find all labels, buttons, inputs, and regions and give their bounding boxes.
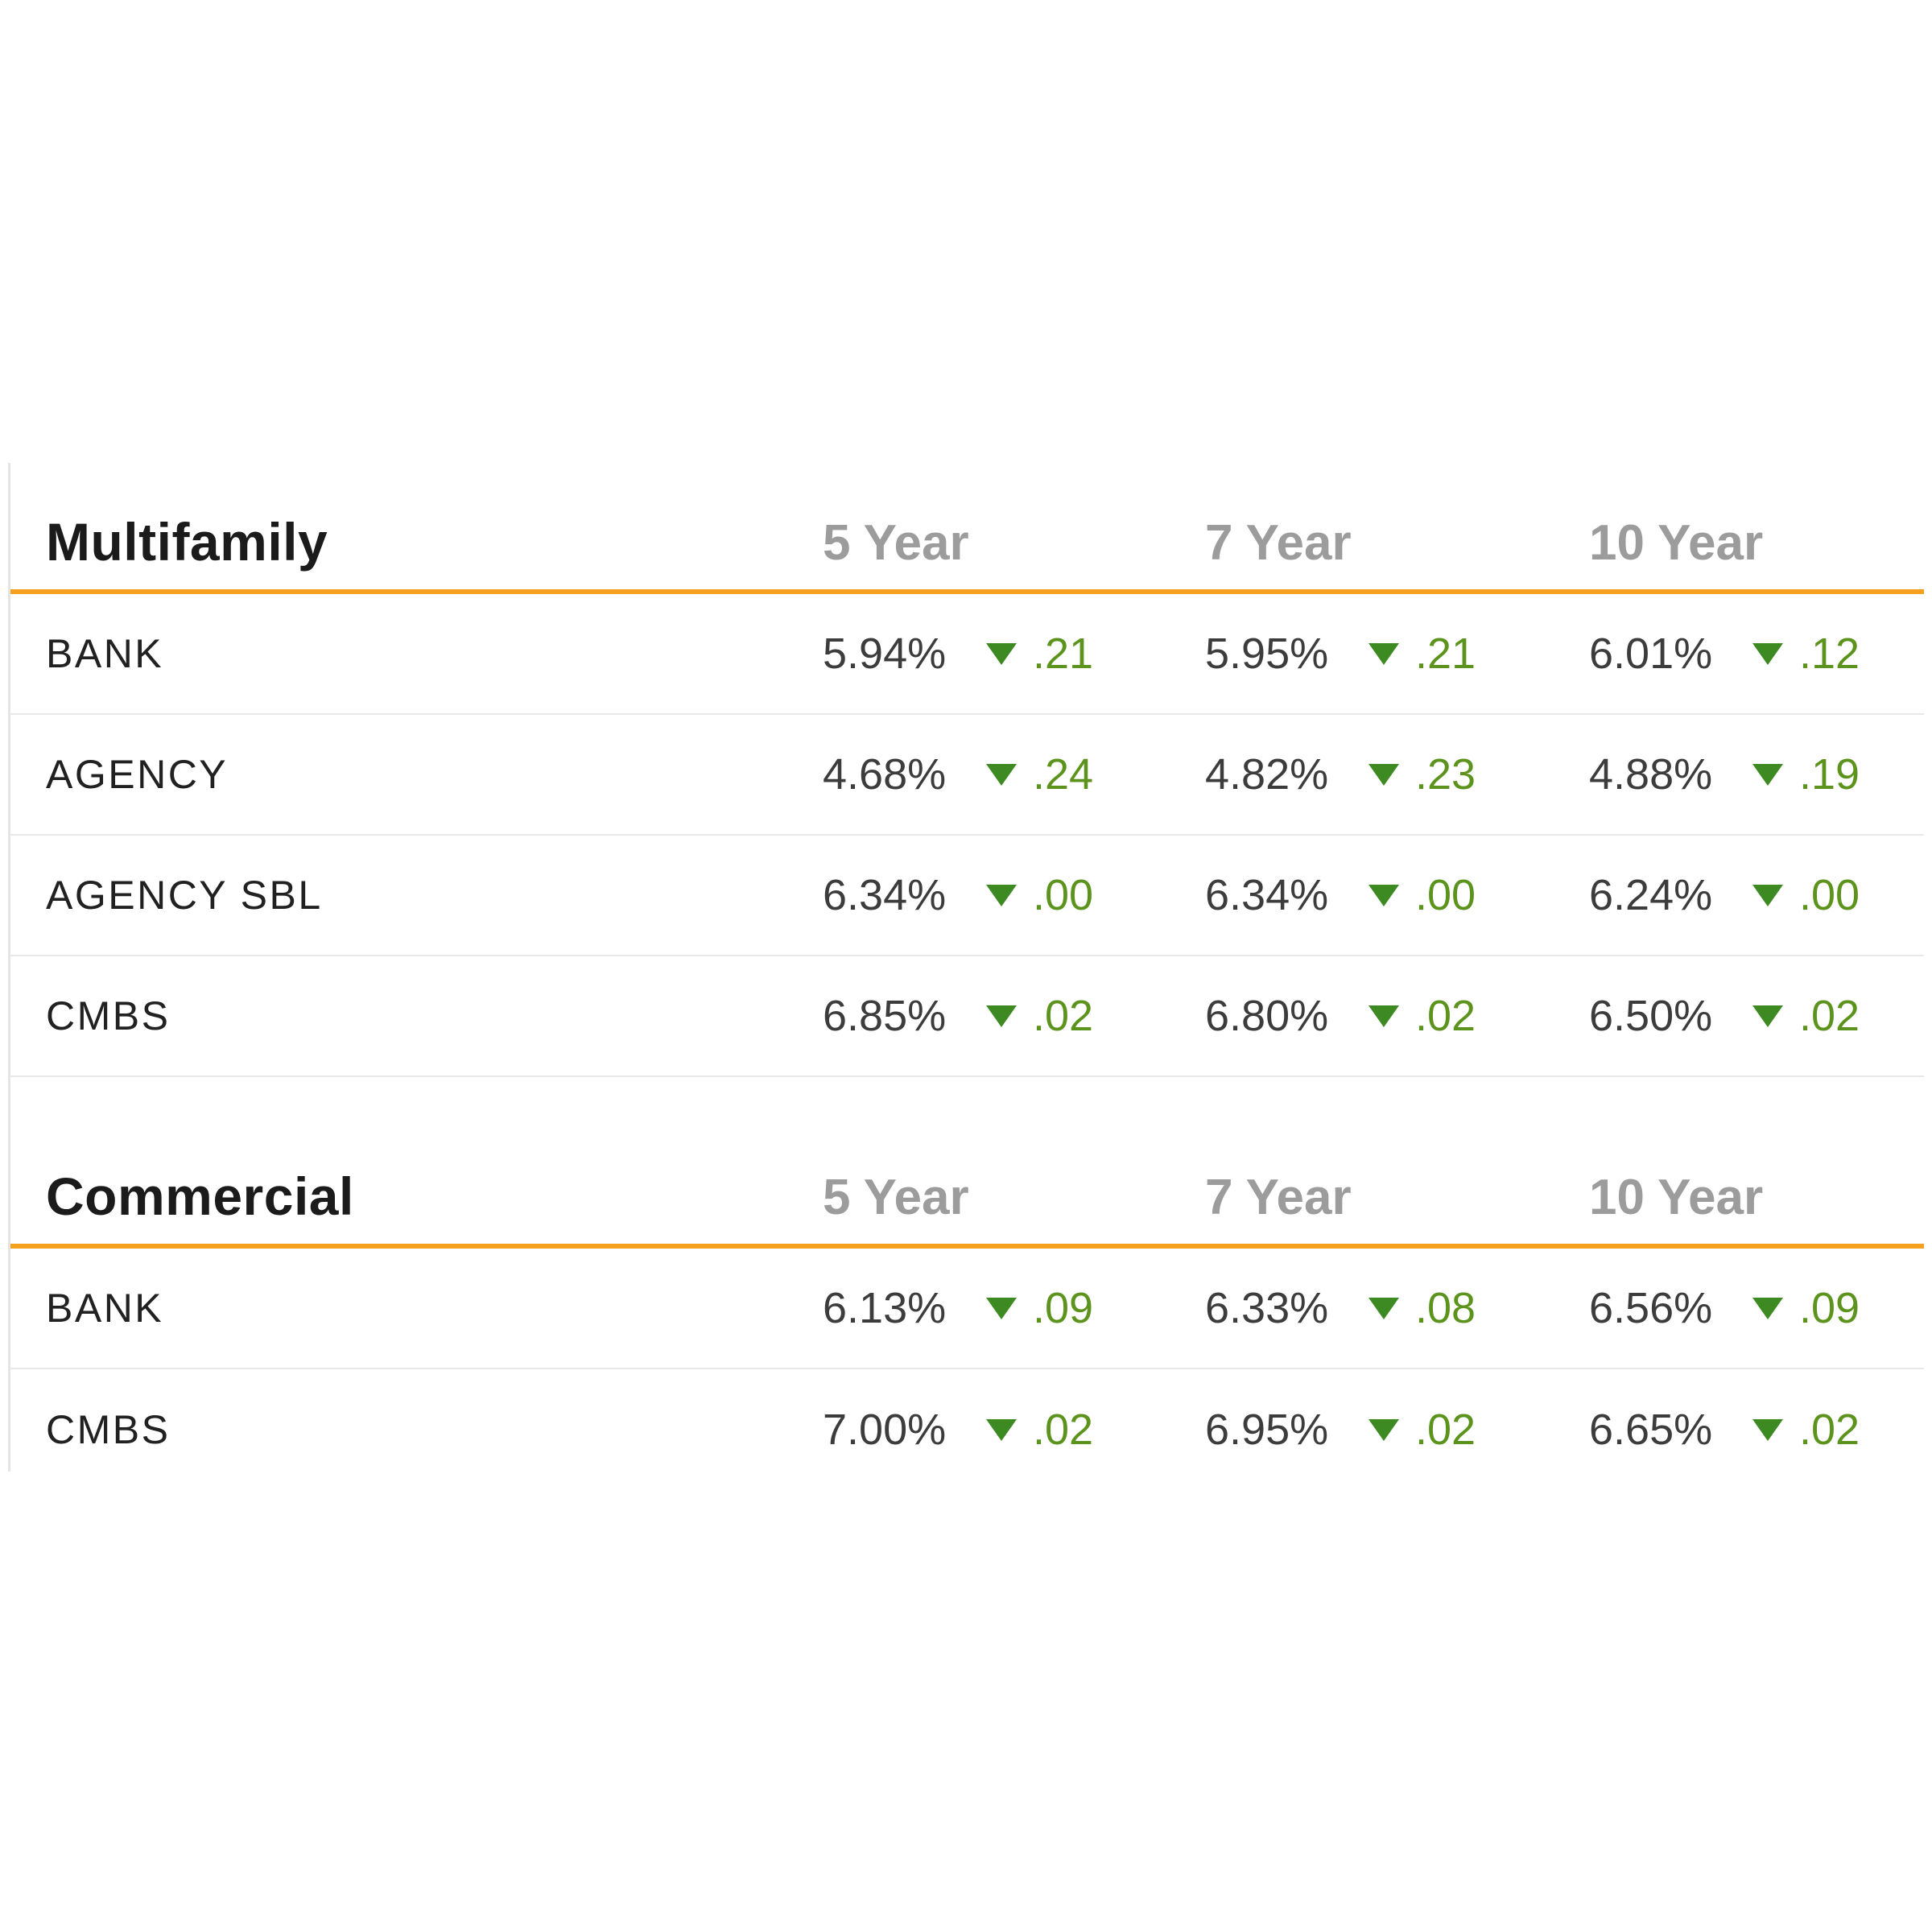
down-triangle-icon bbox=[1368, 884, 1399, 906]
change-value: .00 bbox=[1415, 871, 1476, 919]
rate-cell-5-year: 5.94% .21 bbox=[823, 632, 1205, 675]
table-row-bank: BANK 6.13% .09 6.33% .08 6.56% .09 bbox=[8, 1249, 1924, 1369]
change-value: .00 bbox=[1033, 871, 1094, 919]
commercial-header-row: Commercial 5 Year 7 Year 10 Year bbox=[8, 1117, 1924, 1249]
down-triangle-icon bbox=[986, 1005, 1017, 1027]
rate-cell-10-year: 6.50% .02 bbox=[1589, 994, 1924, 1038]
row-label: CMBS bbox=[46, 1407, 171, 1452]
row-label: BANK bbox=[46, 1286, 164, 1331]
down-triangle-icon bbox=[986, 642, 1017, 665]
row-label: AGENCY bbox=[46, 752, 229, 797]
change-value: .19 bbox=[1799, 750, 1860, 799]
table-row-agency-sbl: AGENCY SBL 6.34% .00 6.34% .00 6.24% .00 bbox=[8, 836, 1924, 956]
rate-cell-10-year: 6.65% .02 bbox=[1589, 1408, 1924, 1451]
rate-value: 6.34% bbox=[823, 871, 947, 919]
down-triangle-icon bbox=[1368, 642, 1399, 665]
rate-value: 6.33% bbox=[1205, 1284, 1329, 1332]
column-header-7-year: 7 Year bbox=[1205, 1170, 1352, 1225]
change-value: .00 bbox=[1799, 871, 1860, 919]
column-header-10-year: 10 Year bbox=[1589, 1170, 1764, 1225]
column-header-7-year: 7 Year bbox=[1205, 515, 1352, 571]
rate-cell-5-year: 4.68% .24 bbox=[823, 753, 1205, 796]
section-title-commercial: Commercial bbox=[46, 1166, 354, 1226]
change-value: .12 bbox=[1799, 630, 1860, 678]
rate-value: 5.95% bbox=[1205, 630, 1329, 678]
rate-cell-7-year: 6.33% .08 bbox=[1205, 1286, 1589, 1330]
rate-cell-7-year: 6.34% .00 bbox=[1205, 873, 1589, 917]
down-triangle-icon bbox=[986, 763, 1017, 786]
section-title-multifamily: Multifamily bbox=[46, 512, 328, 572]
down-triangle-icon bbox=[986, 884, 1017, 906]
rate-cell-10-year: 6.56% .09 bbox=[1589, 1286, 1924, 1330]
rate-value: 6.13% bbox=[823, 1284, 947, 1332]
multifamily-table: Multifamily 5 Year 7 Year 10 Year BANK 5… bbox=[8, 463, 1924, 1077]
rate-value: 6.56% bbox=[1589, 1284, 1713, 1332]
rate-value: 6.65% bbox=[1589, 1406, 1713, 1454]
down-triangle-icon bbox=[1752, 1005, 1783, 1027]
down-triangle-icon bbox=[1752, 763, 1783, 786]
rate-value: 4.82% bbox=[1205, 750, 1329, 799]
change-value: .02 bbox=[1033, 992, 1094, 1040]
change-value: .08 bbox=[1415, 1284, 1476, 1332]
rate-value: 7.00% bbox=[823, 1406, 947, 1454]
change-value: .02 bbox=[1415, 992, 1476, 1040]
change-value: .23 bbox=[1415, 750, 1476, 799]
rate-cell-7-year: 6.95% .02 bbox=[1205, 1408, 1589, 1451]
rate-cell-10-year: 6.24% .00 bbox=[1589, 873, 1924, 917]
row-label: AGENCY SBL bbox=[46, 873, 323, 918]
down-triangle-icon bbox=[986, 1418, 1017, 1441]
rate-value: 6.34% bbox=[1205, 871, 1329, 919]
rate-value: 6.95% bbox=[1205, 1406, 1329, 1454]
change-value: .24 bbox=[1033, 750, 1094, 799]
rate-cell-10-year: 4.88% .19 bbox=[1589, 753, 1924, 796]
rate-value: 6.85% bbox=[823, 992, 947, 1040]
change-value: .02 bbox=[1033, 1406, 1094, 1454]
rate-cell-7-year: 4.82% .23 bbox=[1205, 753, 1589, 796]
down-triangle-icon bbox=[986, 1297, 1017, 1319]
change-value: .09 bbox=[1033, 1284, 1094, 1332]
rate-value: 5.94% bbox=[823, 630, 947, 678]
down-triangle-icon bbox=[1752, 884, 1783, 906]
rate-cell-7-year: 5.95% .21 bbox=[1205, 632, 1589, 675]
down-triangle-icon bbox=[1368, 1005, 1399, 1027]
left-border-divider bbox=[8, 463, 10, 1472]
down-triangle-icon bbox=[1368, 1418, 1399, 1441]
column-header-5-year: 5 Year bbox=[823, 515, 969, 571]
rate-value: 4.88% bbox=[1589, 750, 1713, 799]
table-row-cmbs: CMBS 7.00% .02 6.95% .02 6.65% .02 bbox=[8, 1369, 1924, 1490]
rate-value: 6.01% bbox=[1589, 630, 1713, 678]
table-row-bank: BANK 5.94% .21 5.95% .21 6.01% .12 bbox=[8, 594, 1924, 715]
multifamily-header-row: Multifamily 5 Year 7 Year 10 Year bbox=[8, 463, 1924, 594]
rate-value: 6.80% bbox=[1205, 992, 1329, 1040]
commercial-table: Commercial 5 Year 7 Year 10 Year BANK 6.… bbox=[8, 1117, 1924, 1490]
down-triangle-icon bbox=[1752, 1297, 1783, 1319]
change-value: .02 bbox=[1799, 992, 1860, 1040]
column-header-5-year: 5 Year bbox=[823, 1170, 969, 1225]
rate-cell-5-year: 6.34% .00 bbox=[823, 873, 1205, 917]
change-value: .21 bbox=[1415, 630, 1476, 678]
table-row-agency: AGENCY 4.68% .24 4.82% .23 4.88% .19 bbox=[8, 715, 1924, 836]
rate-value: 6.50% bbox=[1589, 992, 1713, 1040]
rate-cell-5-year: 6.85% .02 bbox=[823, 994, 1205, 1038]
change-value: .02 bbox=[1799, 1406, 1860, 1454]
rate-value: 4.68% bbox=[823, 750, 947, 799]
rate-cell-5-year: 7.00% .02 bbox=[823, 1408, 1205, 1451]
change-value: .21 bbox=[1033, 630, 1094, 678]
rate-value: 6.24% bbox=[1589, 871, 1713, 919]
column-header-10-year: 10 Year bbox=[1589, 515, 1764, 571]
rates-widget: Multifamily 5 Year 7 Year 10 Year BANK 5… bbox=[8, 463, 1924, 1490]
change-value: .09 bbox=[1799, 1284, 1860, 1332]
row-label: BANK bbox=[46, 631, 164, 676]
down-triangle-icon bbox=[1368, 763, 1399, 786]
row-label: CMBS bbox=[46, 993, 171, 1038]
rate-cell-5-year: 6.13% .09 bbox=[823, 1286, 1205, 1330]
rate-cell-10-year: 6.01% .12 bbox=[1589, 632, 1924, 675]
down-triangle-icon bbox=[1368, 1297, 1399, 1319]
down-triangle-icon bbox=[1752, 1418, 1783, 1441]
table-row-cmbs: CMBS 6.85% .02 6.80% .02 6.50% .02 bbox=[8, 956, 1924, 1077]
down-triangle-icon bbox=[1752, 642, 1783, 665]
change-value: .02 bbox=[1415, 1406, 1476, 1454]
rate-cell-7-year: 6.80% .02 bbox=[1205, 994, 1589, 1038]
